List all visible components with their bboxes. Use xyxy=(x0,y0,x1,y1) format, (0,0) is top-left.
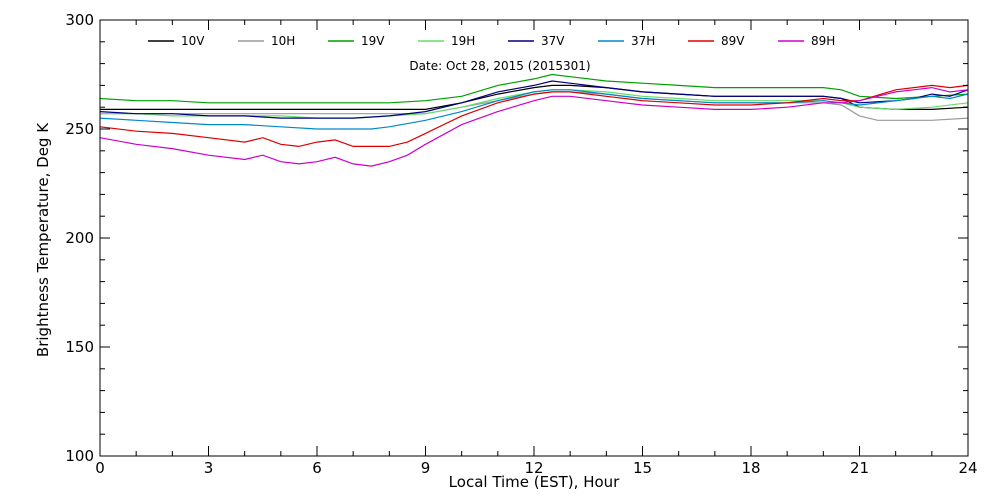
tick-labels-layer: 0 3 6 9 12 15 18 21 24 100 150 200 250 300 xyxy=(65,11,977,477)
y-axis-label: Brightness Temperature, Deg K xyxy=(34,122,52,357)
series-line-37h xyxy=(99,89,969,130)
y-tick-label-150: 150 xyxy=(65,338,94,356)
legend: 10V 10H 19V 19H 37V 37H 89V 89H xyxy=(148,34,835,48)
x-tick-label-3: 3 xyxy=(204,459,214,477)
x-axis-label: Local Time (EST), Hour xyxy=(449,473,620,491)
y-tick-label-100: 100 xyxy=(65,447,94,465)
x-tick-label-24: 24 xyxy=(958,459,977,477)
series-line-89v xyxy=(99,84,969,148)
x-tick-label-21: 21 xyxy=(850,459,869,477)
legend-label-19v: 19V xyxy=(361,34,385,48)
series-line-37v xyxy=(99,80,969,119)
x-tick-label-12: 12 xyxy=(524,459,543,477)
series-line-19v xyxy=(99,73,969,104)
legend-label-37v: 37V xyxy=(541,34,565,48)
x-tick-label-15: 15 xyxy=(633,459,652,477)
series-layer xyxy=(99,73,969,167)
legend-label-10v: 10V xyxy=(181,34,205,48)
legend-label-37h: 37H xyxy=(631,34,655,48)
chart-subtitle: Date: Oct 28, 2015 (2015301) xyxy=(409,59,590,73)
x-tick-label-18: 18 xyxy=(741,459,760,477)
x-tick-label-0: 0 xyxy=(95,459,105,477)
y-tick-label-200: 200 xyxy=(65,229,94,247)
ticks-layer xyxy=(99,19,969,457)
series-line-89h xyxy=(99,86,969,167)
y-tick-label-300: 300 xyxy=(65,11,94,29)
legend-label-89h: 89H xyxy=(811,34,835,48)
y-tick-label-250: 250 xyxy=(65,120,94,138)
x-tick-label-9: 9 xyxy=(421,459,431,477)
legend-label-89v: 89V xyxy=(721,34,745,48)
x-tick-label-6: 6 xyxy=(312,459,322,477)
legend-label-19h: 19H xyxy=(451,34,475,48)
legend-label-10h: 10H xyxy=(271,34,295,48)
